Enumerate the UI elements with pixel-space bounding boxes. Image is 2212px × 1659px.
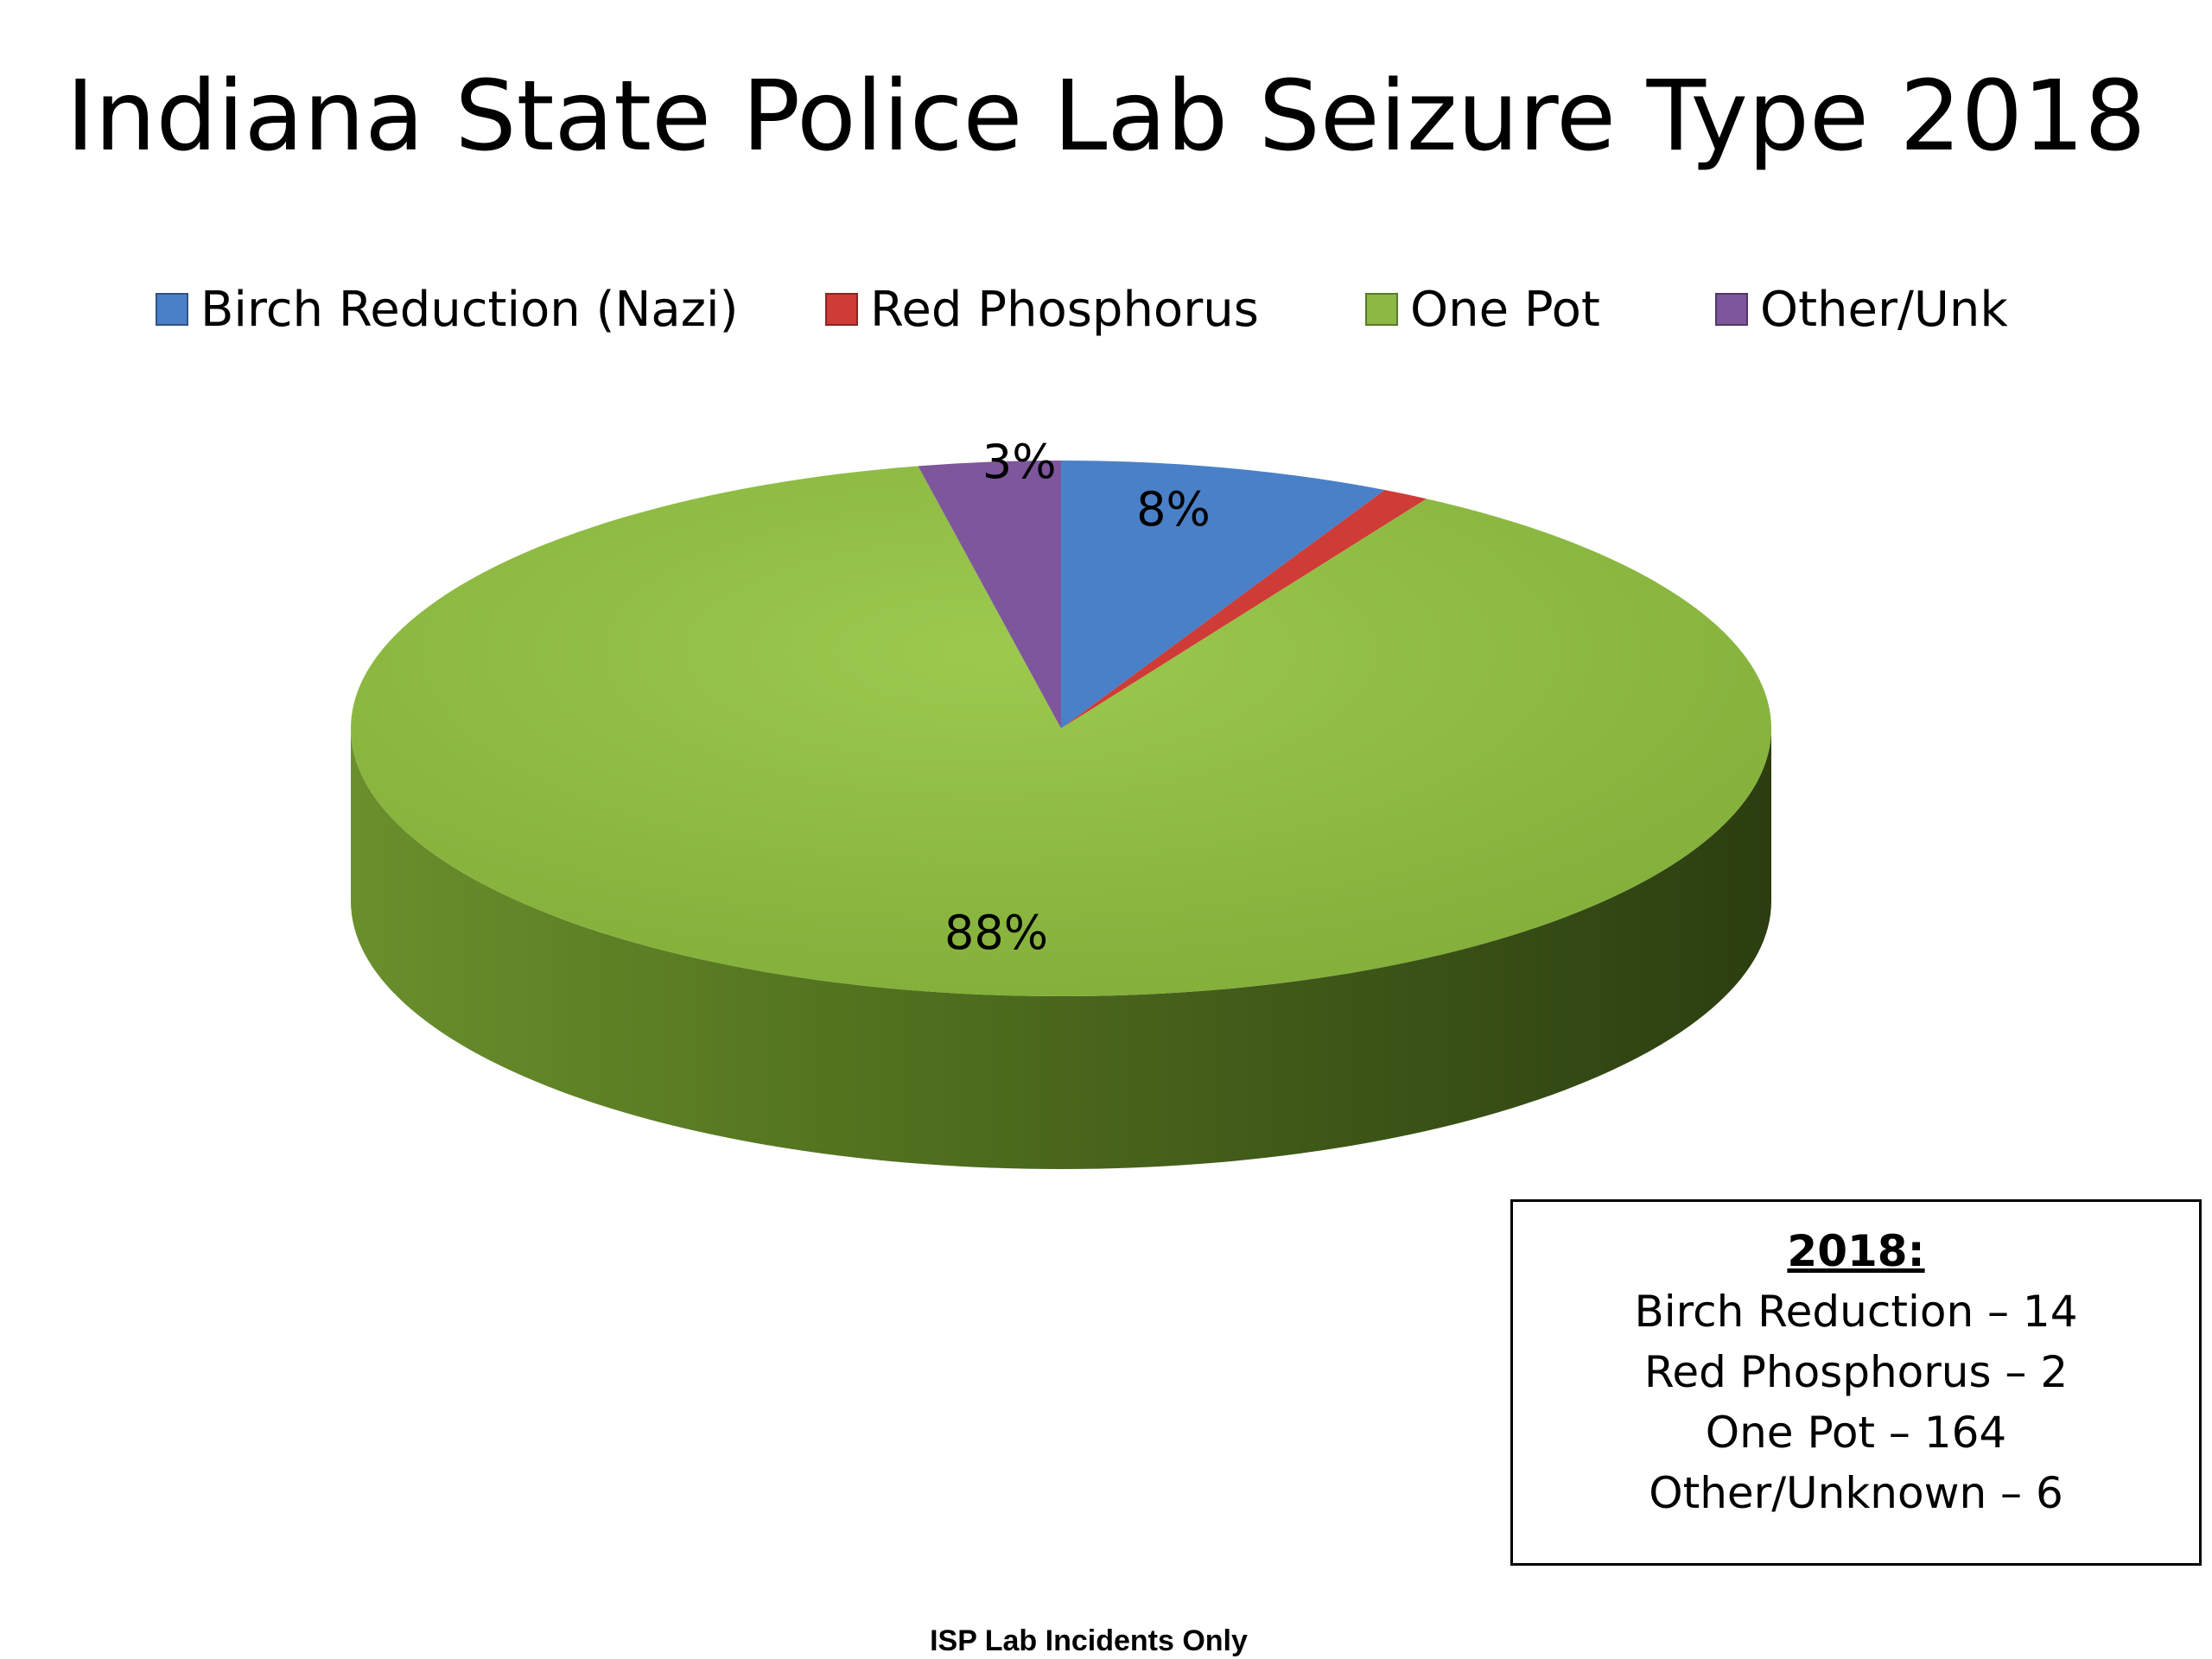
legend-swatch-other-unk [1715, 293, 1748, 326]
footnote: ISP Lab Incidents Only [930, 1624, 1248, 1657]
legend-label-other-unk: Other/Unk [1760, 281, 2008, 338]
legend-item-birch-reduction: Birch Reduction (Nazi) [156, 275, 738, 344]
summary-box: 2018: Birch Reduction – 14 Red Phosphoru… [1510, 1199, 2202, 1566]
summary-line-red-phosphorus: Red Phosphorus – 2 [1643, 1347, 2069, 1397]
legend-swatch-one-pot [1365, 293, 1398, 326]
legend-swatch-red-phosphorus [825, 293, 858, 326]
pie-slice-birch-reduction-nazi [1061, 461, 1385, 728]
pie-label-one-pot: 88% [944, 906, 1048, 960]
summary-line-one-pot: One Pot – 164 [1705, 1408, 2007, 1458]
pie-slice-red-phosphorus [1061, 490, 1427, 728]
legend-item-one-pot: One Pot [1365, 275, 1600, 344]
chart-title: Indiana State Police Lab Seizure Type 20… [66, 60, 2146, 173]
pie-slice-one-pot [350, 466, 1771, 996]
legend-item-red-phosphorus: Red Phosphorus [825, 275, 1259, 344]
pie-label-birch-reduction-nazi: 8% [1136, 482, 1211, 537]
summary-line-birch-reduction: Birch Reduction – 14 [1634, 1287, 2078, 1337]
chart-legend: Birch Reduction (Nazi) Red Phosphorus On… [0, 275, 2212, 344]
legend-label-one-pot: One Pot [1410, 281, 1600, 338]
summary-heading: 2018: [1787, 1226, 1925, 1276]
summary-line-other-unknown: Other/Unknown – 6 [1649, 1468, 2063, 1518]
legend-label-birch-reduction: Birch Reduction (Nazi) [200, 281, 739, 338]
pie-side-wall [351, 728, 1771, 1169]
legend-label-red-phosphorus: Red Phosphorus [870, 281, 1259, 338]
pie-slice-other-unk [918, 461, 1061, 728]
pie-label-other-unk: 3% [982, 435, 1057, 489]
legend-swatch-birch-reduction [156, 293, 188, 326]
legend-item-other-unk: Other/Unk [1715, 275, 2008, 344]
